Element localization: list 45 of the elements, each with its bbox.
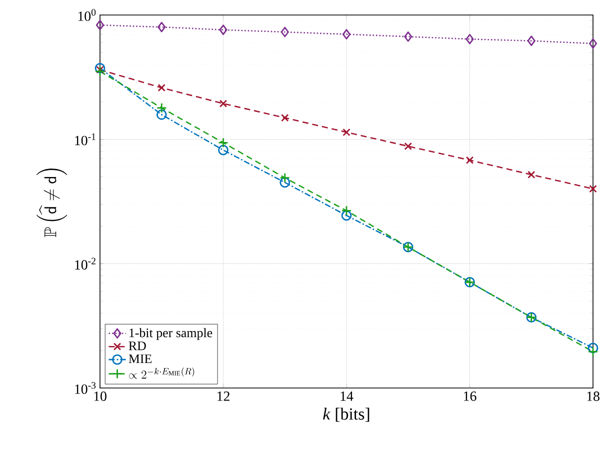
x-tick-label: 18 [587, 392, 600, 401]
x-tick-label: 14 [340, 392, 354, 401]
point [219, 24, 228, 36]
point [94, 66, 106, 77]
point [342, 128, 350, 136]
point [404, 31, 412, 42]
point [280, 172, 290, 184]
legend-label: RD [128, 342, 146, 350]
point [466, 156, 474, 164]
point [280, 177, 290, 188]
point [158, 84, 166, 92]
point [218, 144, 228, 156]
point [96, 66, 104, 74]
point [341, 205, 352, 216]
point [588, 38, 598, 49]
point [404, 142, 412, 150]
point [588, 342, 598, 354]
point [342, 29, 351, 40]
point [466, 34, 474, 44]
point [528, 170, 536, 179]
x-tick-label: 12 [217, 392, 230, 401]
point [156, 102, 167, 114]
x-tick-label: 16 [464, 392, 476, 401]
y-tick-label: 10$^{-2}$ [75, 258, 96, 270]
point [281, 114, 289, 122]
point [218, 137, 228, 148]
legend-label: MIE [128, 354, 152, 364]
y-axis-title: $\mathbb{P}\left(\widehat{\mathsf{d}}\neq\mathsf{d}\right)$ [36, 168, 68, 238]
point [94, 62, 106, 74]
point [341, 210, 352, 221]
point [589, 184, 597, 193]
x-axis-title: k [bits] [323, 408, 370, 422]
legend-label: $\propto 2^{-k\cdot E_{\mathrm{MIE}}(R)}$ [129, 368, 194, 379]
x-tick-label: 10 [94, 392, 106, 401]
point [219, 100, 228, 108]
point [156, 109, 167, 120]
legend-label: 1-bit per sample [130, 328, 212, 340]
point [527, 36, 536, 46]
point [158, 22, 166, 32]
y-tick-label: 10$^{-1}$ [75, 133, 96, 146]
y-tick-label: 10$^{0}$ [78, 9, 96, 21]
point [96, 20, 104, 30]
point [280, 26, 289, 38]
y-tick-label: 10$^{-3}$ [75, 382, 96, 394]
point [588, 346, 598, 357]
